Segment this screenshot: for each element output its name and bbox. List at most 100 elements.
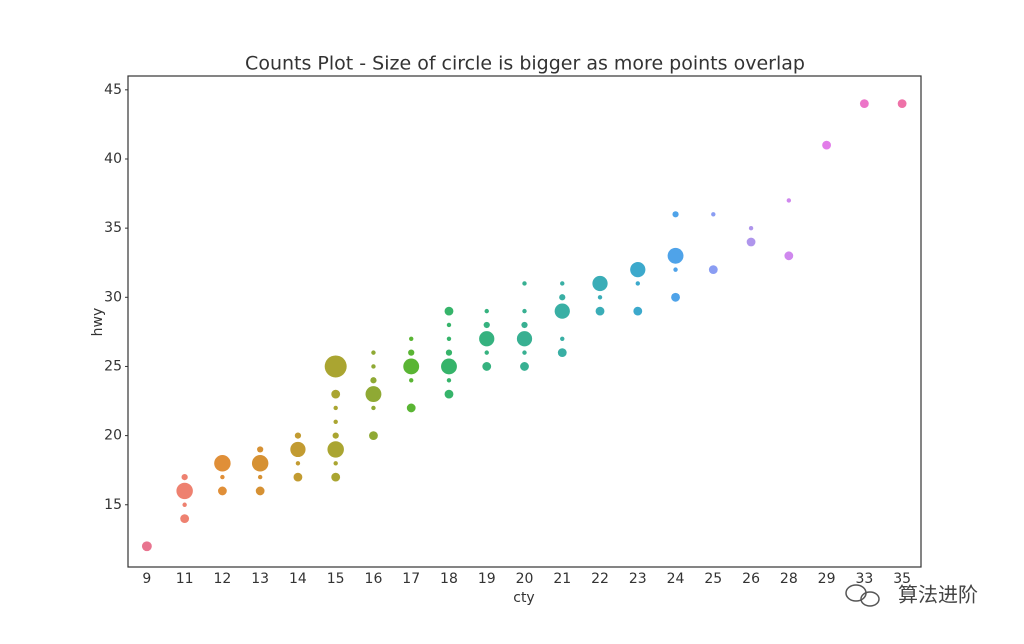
plot-frame bbox=[127, 75, 922, 568]
count-point bbox=[331, 472, 341, 482]
count-point bbox=[446, 378, 452, 383]
count-point bbox=[333, 419, 338, 424]
count-point bbox=[290, 441, 306, 458]
count-point bbox=[671, 292, 680, 302]
count-point bbox=[327, 441, 344, 458]
x-tick-label: 13 bbox=[251, 571, 269, 587]
count-point bbox=[294, 432, 302, 439]
x-tick-label: 20 bbox=[516, 571, 534, 587]
count-point bbox=[516, 331, 533, 347]
count-point bbox=[560, 336, 565, 341]
count-point bbox=[559, 294, 566, 301]
count-point bbox=[711, 212, 716, 217]
x-tick-label: 22 bbox=[591, 571, 609, 587]
x-tick-label: 14 bbox=[289, 571, 307, 587]
y-tick-label: 15 bbox=[104, 497, 122, 513]
count-point bbox=[220, 474, 225, 480]
x-tick-label: 24 bbox=[667, 571, 685, 587]
x-tick-label: 28 bbox=[780, 571, 798, 587]
count-point bbox=[333, 405, 338, 411]
count-point bbox=[409, 378, 414, 383]
count-point bbox=[406, 403, 416, 413]
count-point bbox=[522, 308, 527, 314]
count-point bbox=[257, 446, 264, 453]
x-tick-label: 35 bbox=[893, 571, 911, 587]
count-point bbox=[371, 405, 376, 411]
count-point bbox=[859, 99, 869, 109]
x-tick-label: 18 bbox=[440, 571, 458, 587]
x-tick-label: 12 bbox=[213, 571, 231, 587]
x-tick-label: 11 bbox=[176, 571, 194, 587]
count-point bbox=[521, 321, 528, 329]
x-tick-label: 19 bbox=[478, 571, 496, 587]
y-tick-label: 40 bbox=[104, 151, 122, 167]
count-point bbox=[897, 99, 907, 109]
count-point bbox=[446, 322, 452, 328]
y-tick-label: 30 bbox=[104, 289, 122, 305]
count-point bbox=[630, 262, 646, 278]
y-tick-label: 35 bbox=[104, 220, 122, 236]
count-point bbox=[560, 281, 565, 286]
chart-title: Counts Plot - Size of circle is bigger a… bbox=[245, 53, 805, 75]
count-point bbox=[324, 355, 347, 378]
count-point bbox=[445, 349, 453, 356]
count-point bbox=[257, 474, 263, 480]
watermark-icon bbox=[845, 584, 880, 607]
count-point bbox=[595, 306, 605, 316]
count-point bbox=[479, 331, 495, 347]
count-point bbox=[673, 267, 678, 272]
count-point bbox=[176, 482, 193, 500]
count-point bbox=[672, 211, 679, 218]
y-tick-label: 25 bbox=[104, 358, 122, 374]
x-axis-label: cty bbox=[513, 590, 534, 606]
count-point bbox=[293, 472, 303, 482]
count-point bbox=[409, 336, 414, 341]
count-point bbox=[408, 349, 415, 356]
count-point bbox=[522, 281, 527, 286]
x-tick-label: 26 bbox=[742, 571, 760, 587]
count-point bbox=[597, 295, 603, 300]
count-point bbox=[251, 455, 269, 472]
count-point bbox=[444, 389, 454, 399]
count-point bbox=[370, 377, 377, 384]
count-point bbox=[333, 461, 338, 466]
count-point bbox=[484, 308, 489, 314]
y-tick-label: 20 bbox=[104, 428, 122, 444]
y-axis-label: hwy bbox=[90, 308, 106, 337]
count-point bbox=[369, 431, 378, 441]
count-point bbox=[635, 281, 640, 286]
count-point bbox=[332, 432, 339, 439]
count-point bbox=[520, 362, 529, 371]
count-point bbox=[371, 364, 376, 369]
count-point bbox=[592, 275, 608, 292]
count-point bbox=[180, 514, 190, 523]
count-point bbox=[141, 541, 152, 552]
count-point bbox=[181, 473, 188, 481]
count-point bbox=[446, 336, 452, 341]
x-tick-label: 15 bbox=[327, 571, 345, 587]
count-point bbox=[746, 237, 756, 247]
count-point bbox=[482, 362, 492, 371]
count-point bbox=[822, 140, 831, 150]
x-tick-label: 16 bbox=[365, 571, 383, 587]
count-point bbox=[557, 348, 567, 358]
y-tick-label: 45 bbox=[104, 82, 122, 98]
x-tick-label: 23 bbox=[629, 571, 647, 587]
count-point bbox=[444, 306, 454, 316]
x-tick-label: 21 bbox=[553, 571, 571, 587]
count-point bbox=[708, 265, 718, 275]
count-point bbox=[255, 486, 265, 496]
watermark: 算法进阶 bbox=[898, 583, 978, 607]
x-tick-label: 29 bbox=[818, 571, 836, 587]
x-tick-label: 25 bbox=[704, 571, 722, 587]
count-point bbox=[441, 358, 457, 375]
x-tick-label: 9 bbox=[142, 571, 151, 587]
count-point bbox=[182, 502, 187, 507]
count-point bbox=[365, 386, 382, 403]
count-point bbox=[295, 461, 301, 466]
count-point bbox=[484, 350, 489, 355]
count-point bbox=[667, 247, 684, 264]
count-point bbox=[331, 389, 341, 399]
count-point bbox=[786, 198, 792, 203]
